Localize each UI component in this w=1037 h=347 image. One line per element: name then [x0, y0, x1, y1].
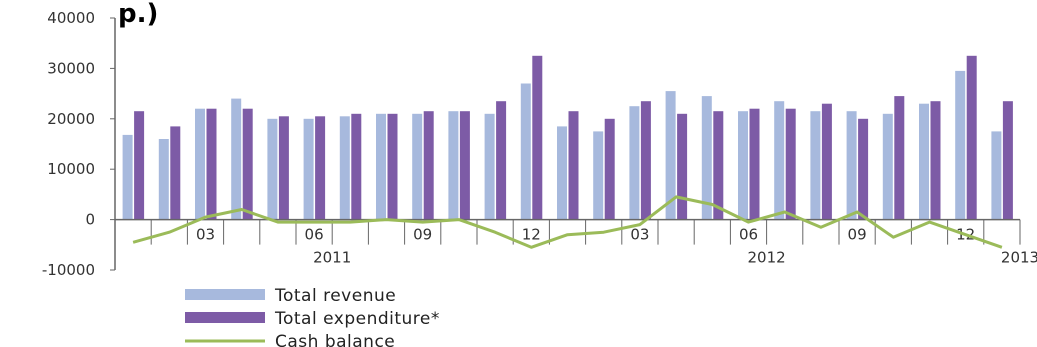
y-tick-label: 20000 [47, 110, 95, 128]
legend-label: Cash balance [275, 332, 395, 347]
bar [821, 103, 832, 220]
bar [315, 116, 326, 220]
x-month-label: 03 [630, 226, 649, 244]
bar [991, 131, 1002, 220]
bar [206, 108, 217, 220]
bar [593, 131, 604, 220]
y-tick-label: 40000 [47, 9, 95, 27]
bar [701, 96, 712, 220]
bar [629, 106, 640, 220]
bar [738, 111, 748, 220]
legend: Total revenue Total expenditure* Cash bala… [185, 286, 440, 347]
bar [423, 111, 434, 220]
bar [919, 103, 929, 220]
bar [195, 108, 205, 220]
bar [520, 83, 531, 220]
title-fragment: p.) [118, 0, 158, 29]
x-month-label: 06 [305, 226, 324, 244]
x-month-label: 09 [413, 226, 432, 244]
x-year-label: 2012 [748, 249, 786, 267]
bar [955, 70, 966, 220]
bar [894, 96, 905, 220]
bar [568, 111, 579, 220]
bar [351, 113, 362, 220]
x-month-label: 09 [848, 226, 867, 244]
bar [966, 55, 977, 220]
bar [810, 111, 821, 220]
legend-swatch [185, 289, 265, 300]
legend-label: Total expenditure* [274, 309, 440, 329]
bar [557, 126, 567, 220]
bar [713, 111, 724, 220]
bar [158, 139, 169, 220]
bar [267, 118, 278, 220]
series-line [132, 195, 1003, 249]
bar [665, 91, 676, 220]
bar [242, 108, 253, 220]
bars [122, 55, 1013, 220]
x-month-label: 06 [739, 226, 758, 244]
x-year-label: 2013 [1001, 249, 1037, 267]
y-tick-label: 30000 [47, 59, 95, 77]
bar [412, 113, 423, 220]
bar [785, 108, 796, 220]
bar [882, 113, 893, 220]
bar [677, 113, 688, 220]
bar [303, 118, 314, 220]
bar [858, 118, 869, 220]
y-tick-label: 10000 [47, 160, 95, 178]
y-tick-label: -10000 [42, 261, 95, 279]
bar [170, 126, 181, 220]
bar [278, 116, 289, 220]
legend-swatch [185, 312, 265, 323]
x-month-label: 12 [522, 226, 541, 244]
x-year-label: 2011 [313, 249, 351, 267]
legend-label: Total revenue [274, 286, 396, 306]
bar [749, 108, 760, 220]
bar [604, 118, 615, 220]
y-axis-labels: 40000 30000 20000 10000 0 -10000 [42, 9, 95, 279]
bar [532, 55, 543, 220]
bar [376, 113, 386, 220]
bar [774, 101, 785, 220]
bar [448, 111, 459, 220]
bar [640, 101, 651, 220]
bar [339, 116, 350, 220]
y-tick-label: 0 [85, 211, 95, 229]
bar [231, 98, 242, 220]
bar [122, 134, 133, 220]
x-month-label: 03 [196, 226, 215, 244]
bar [846, 111, 857, 220]
bar [459, 111, 470, 220]
bar [930, 101, 941, 220]
bar [134, 111, 145, 220]
bar [496, 101, 507, 220]
bar [387, 113, 398, 220]
bar [484, 113, 495, 220]
bar [1002, 101, 1013, 220]
lines [132, 195, 1003, 249]
